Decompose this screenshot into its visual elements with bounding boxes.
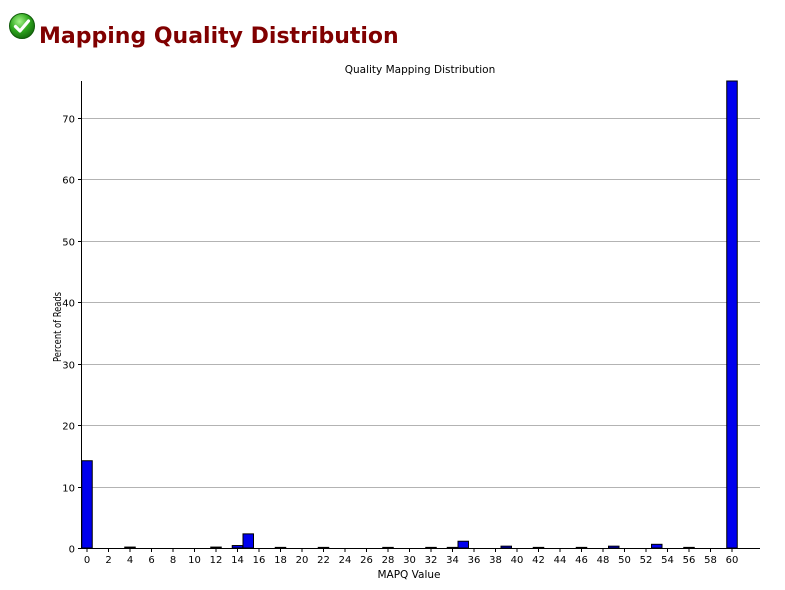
x-tick-label: 6	[148, 555, 154, 566]
x-tick-label: 26	[360, 555, 373, 566]
bar	[651, 543, 663, 549]
green-checkmark-icon	[9, 13, 35, 39]
y-tick-label: 30	[62, 361, 75, 372]
bar	[242, 533, 254, 549]
x-tick-label: 54	[661, 555, 674, 566]
bar	[382, 546, 394, 549]
x-tick-label: 0	[84, 555, 90, 566]
x-tick-label: 42	[532, 555, 545, 566]
bar	[124, 546, 136, 549]
bars	[81, 80, 738, 549]
bar	[425, 546, 437, 549]
x-tick-label: 28	[382, 555, 395, 566]
chart-title: Quality Mapping Distribution	[345, 64, 496, 76]
x-tick-label: 32	[425, 555, 438, 566]
x-tick-label: 22	[317, 555, 330, 566]
bar	[81, 460, 93, 549]
page-title: Mapping Quality Distribution	[39, 24, 399, 49]
x-axis-label: MAPQ Value	[377, 569, 440, 581]
x-tick-label: 4	[127, 555, 133, 566]
x-tick-label: 24	[339, 555, 352, 566]
bar	[274, 546, 287, 549]
grid-lines	[82, 118, 760, 488]
y-tick-label: 20	[62, 422, 75, 433]
x-tick-label: 2	[105, 555, 111, 566]
x-tick-label: 40	[511, 555, 524, 566]
y-tick-label: 0	[69, 545, 75, 556]
x-tick-label: 48	[597, 555, 610, 566]
x-tick-label: 44	[554, 555, 567, 566]
y-tick-label: 40	[62, 299, 75, 310]
x-tick-label: 58	[704, 555, 717, 566]
x-tick-label: 60	[726, 555, 739, 566]
x-tick-label: 38	[489, 555, 502, 566]
page-header: Mapping Quality Distribution	[8, 12, 399, 49]
bar	[500, 545, 512, 549]
axes	[81, 81, 760, 549]
x-tick-label: 36	[468, 555, 481, 566]
x-tick-label: 56	[683, 555, 696, 566]
bar	[210, 546, 222, 549]
x-tick-label: 8	[170, 555, 176, 566]
bar	[683, 546, 695, 549]
bar	[608, 545, 620, 549]
y-tick-label: 50	[62, 238, 75, 249]
bar	[575, 546, 588, 549]
y-tick-label: 60	[62, 176, 75, 187]
bar	[532, 546, 545, 549]
y-tick-labels: 0 10 20 30 40 50 60 70	[62, 115, 82, 556]
y-axis-label: Percent of Reads	[52, 292, 64, 362]
x-tick-label: 18	[274, 555, 287, 566]
x-tick-label: 30	[403, 555, 416, 566]
bar	[231, 545, 244, 549]
x-tick-label: 50	[618, 555, 631, 566]
x-tick-label: 12	[210, 555, 223, 566]
bar	[446, 546, 459, 549]
x-tick-label: 52	[640, 555, 653, 566]
x-tick-labels: 0 2 4 6 8 10 12 14 16 18 20 22 24 26 28 30 32 34 36 38 40 42 4…	[84, 548, 739, 566]
y-tick-label: 10	[62, 484, 75, 495]
x-tick-label: 20	[296, 555, 309, 566]
bar	[317, 546, 330, 549]
x-tick-label: 10	[188, 555, 201, 566]
x-tick-label: 46	[575, 555, 588, 566]
x-tick-label: 16	[253, 555, 266, 566]
x-tick-label: 14	[231, 555, 244, 566]
bar	[726, 80, 738, 549]
x-tick-label: 34	[446, 555, 459, 566]
bar	[457, 540, 469, 549]
y-tick-label: 70	[62, 115, 75, 126]
